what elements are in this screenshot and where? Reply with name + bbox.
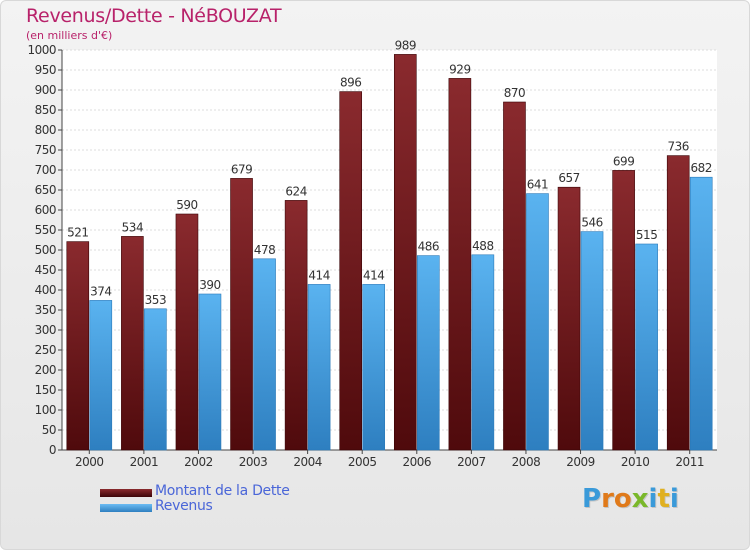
bar-dette — [66, 241, 90, 451]
bar-dette — [448, 78, 472, 451]
y-tick-label: 950 — [35, 63, 56, 77]
x-tick-label: 2010 — [621, 455, 650, 469]
bar-revenus — [198, 293, 222, 451]
logo-letter: x — [631, 484, 649, 514]
y-tick-label: 900 — [35, 83, 56, 97]
legend-label-dette: Montant de la Dette — [155, 483, 290, 499]
data-label-revenus: 641 — [527, 178, 548, 192]
x-tick-label: 2005 — [348, 455, 377, 469]
data-label-dette: 679 — [231, 162, 252, 176]
data-label-dette: 989 — [395, 38, 416, 52]
data-label-dette: 870 — [504, 86, 525, 100]
y-tick-label: 500 — [35, 243, 56, 257]
bar-revenus — [253, 258, 276, 451]
y-tick-label: 350 — [35, 303, 56, 317]
data-label-dette: 657 — [558, 171, 579, 185]
bar-revenus — [89, 300, 113, 451]
bar-revenus — [144, 308, 167, 451]
bar-dette — [393, 54, 417, 451]
data-label-revenus: 486 — [418, 240, 439, 254]
bar-dette — [557, 186, 581, 451]
logo-letter: i — [648, 484, 658, 514]
bar-dette — [284, 200, 308, 451]
y-tick-label: 1000 — [27, 43, 56, 57]
data-label-revenus: 478 — [254, 243, 275, 257]
x-tick-label: 2000 — [75, 455, 104, 469]
logo-letter: o — [613, 484, 632, 514]
data-label-dette: 929 — [449, 62, 470, 76]
x-tick-label: 2006 — [403, 455, 432, 469]
bar-revenus — [689, 176, 713, 451]
y-tick-label: 550 — [35, 223, 56, 237]
y-tick-label: 800 — [35, 123, 56, 137]
bar-revenus — [580, 231, 604, 451]
y-tick-label: 150 — [35, 383, 56, 397]
bar-dette — [339, 91, 363, 451]
bar-dette — [121, 236, 144, 451]
data-label-dette: 624 — [285, 184, 306, 198]
bar-dette — [612, 170, 635, 451]
y-tick-label: 100 — [35, 403, 56, 417]
x-tick-label: 2009 — [566, 455, 595, 469]
bar-dette — [175, 213, 199, 451]
y-tick-label: 450 — [35, 263, 56, 277]
y-tick-label: 750 — [35, 143, 56, 157]
bar-revenus — [526, 193, 549, 451]
data-label-revenus: 390 — [199, 278, 220, 292]
proxiti-logo: Proxiti — [582, 484, 679, 514]
x-tick-label: 2002 — [184, 455, 213, 469]
bar-revenus — [635, 243, 658, 451]
bar-revenus — [307, 284, 331, 451]
x-tick-label: 2004 — [293, 455, 322, 469]
x-tick-label: 2011 — [675, 455, 704, 469]
data-label-dette: 896 — [340, 76, 361, 90]
data-label-dette: 521 — [67, 226, 88, 240]
x-tick-label: 2003 — [239, 455, 268, 469]
data-label-revenus: 414 — [308, 268, 329, 282]
chart-title: Revenus/Dette - NéBOUZAT — [26, 5, 282, 27]
y-tick-label: 200 — [35, 363, 56, 377]
data-label-dette: 590 — [176, 198, 197, 212]
y-tick-label: 400 — [35, 283, 56, 297]
data-label-revenus: 414 — [363, 268, 384, 282]
logo-letter: i — [669, 484, 679, 514]
chart-subtitle: (en milliers d'€) — [26, 29, 113, 42]
data-label-revenus: 374 — [90, 284, 111, 298]
bar-revenus — [362, 284, 386, 451]
data-label-revenus: 488 — [472, 239, 493, 253]
x-tick-label: 2007 — [457, 455, 486, 469]
bar-dette — [503, 101, 526, 451]
data-label-dette: 736 — [668, 140, 689, 154]
bar-dette — [230, 178, 253, 451]
data-label-revenus: 353 — [145, 293, 166, 307]
bar-revenus — [471, 254, 495, 451]
y-tick-label: 50 — [42, 423, 56, 437]
logo-letter: r — [601, 484, 614, 514]
y-tick-label: 0 — [49, 443, 56, 457]
bar-revenus — [416, 255, 440, 451]
legend-swatch-dette — [100, 489, 152, 497]
y-tick-label: 650 — [35, 183, 56, 197]
data-label-revenus: 546 — [581, 216, 602, 230]
y-tick-label: 850 — [35, 103, 56, 117]
data-label-dette: 534 — [122, 220, 143, 234]
legend-swatch-revenus — [100, 504, 152, 512]
logo-letter: t — [657, 484, 670, 514]
logo-letter: P — [582, 484, 602, 514]
data-label-revenus: 682 — [691, 161, 712, 175]
y-tick-label: 300 — [35, 323, 56, 337]
bar-dette — [666, 155, 690, 451]
data-label-dette: 699 — [613, 154, 634, 168]
x-tick-label: 2001 — [130, 455, 159, 469]
x-tick-label: 2008 — [512, 455, 541, 469]
y-tick-label: 250 — [35, 343, 56, 357]
y-tick-label: 600 — [35, 203, 56, 217]
legend-label-revenus: Revenus — [155, 498, 213, 514]
y-tick-label: 700 — [35, 163, 56, 177]
data-label-revenus: 515 — [636, 228, 657, 242]
